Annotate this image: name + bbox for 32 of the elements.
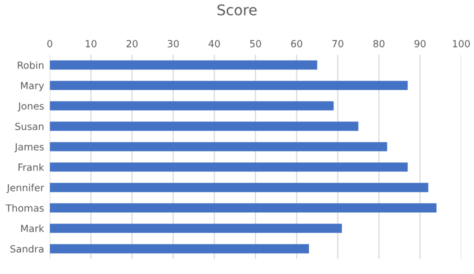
bar bbox=[50, 80, 408, 90]
bar bbox=[50, 122, 358, 131]
y-tick-label: Susan bbox=[15, 122, 44, 130]
y-tick-label: Jones bbox=[18, 102, 44, 112]
bar bbox=[50, 162, 408, 172]
bar bbox=[50, 244, 309, 254]
x-tick-label: 70 bbox=[332, 40, 344, 48]
x-tick-label: 60 bbox=[291, 40, 302, 48]
y-tick-label: Sandra bbox=[10, 245, 44, 253]
x-tick-label: 50 bbox=[250, 40, 262, 48]
bar bbox=[50, 101, 334, 110]
bar bbox=[50, 142, 388, 152]
y-tick-label: Thomas bbox=[6, 204, 44, 212]
x-tick-label: 30 bbox=[168, 40, 179, 48]
x-tick-label: 100 bbox=[452, 40, 470, 48]
y-tick-label: Mark bbox=[21, 224, 44, 232]
bar bbox=[50, 203, 437, 212]
bar bbox=[50, 182, 428, 192]
y-tick-label: Robin bbox=[18, 61, 44, 69]
y-tick-label: James bbox=[14, 143, 44, 152]
x-tick-label: 40 bbox=[208, 40, 220, 48]
chart-title: Score bbox=[218, 4, 257, 16]
x-tick-label: 90 bbox=[414, 40, 426, 48]
bar bbox=[50, 224, 342, 233]
bar bbox=[50, 60, 318, 70]
x-tick-label: 0 bbox=[47, 40, 52, 48]
y-tick-label: Mary bbox=[21, 82, 44, 92]
y-tick-label: Frank bbox=[18, 163, 44, 171]
x-tick-label: 10 bbox=[86, 40, 96, 48]
y-tick-label: Jennifer bbox=[6, 184, 44, 194]
x-tick-label: 80 bbox=[373, 40, 384, 48]
x-tick-label: 20 bbox=[126, 40, 138, 48]
